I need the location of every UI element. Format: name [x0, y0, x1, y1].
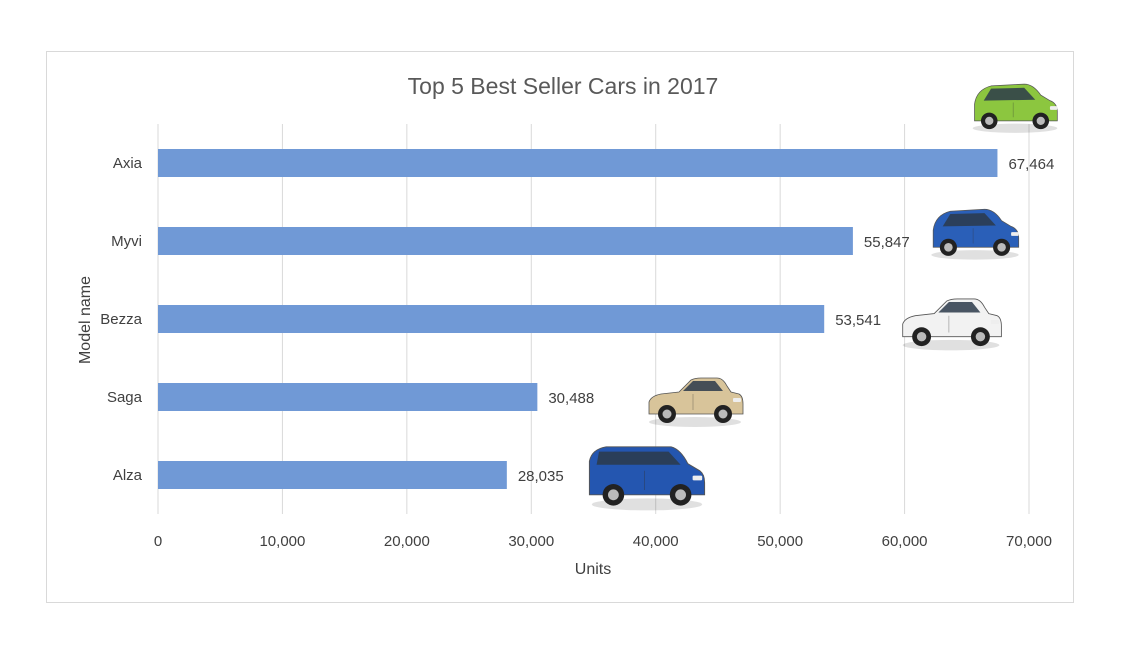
value-label: 67,464	[1008, 156, 1054, 173]
car-images	[588, 83, 1058, 511]
chart-frame: Top 5 Best Seller Cars in 2017 0 10,000 20…	[46, 51, 1074, 603]
bars	[158, 149, 998, 489]
y-axis-title: Model name	[77, 276, 94, 364]
x-tick-label: 50,000	[757, 533, 803, 550]
bar-saga	[158, 383, 538, 411]
x-tick-label: 60,000	[882, 533, 928, 550]
x-tick-label: 70,000	[1006, 533, 1052, 550]
x-tick-label: 20,000	[384, 533, 430, 550]
hatchback-car-icon	[931, 208, 1020, 260]
chart-title: Top 5 Best Seller Cars in 2017	[408, 73, 719, 99]
category-label: Alza	[113, 467, 143, 484]
sedan-car-icon	[648, 377, 744, 427]
x-axis-title: Units	[575, 561, 611, 578]
hatchback-car-icon	[972, 83, 1058, 133]
category-label: Myvi	[111, 233, 142, 250]
bar-axia	[158, 149, 998, 177]
x-tick-label: 30,000	[508, 533, 554, 550]
category-label: Saga	[107, 389, 143, 406]
category-label: Bezza	[100, 311, 142, 328]
bar-myvi	[158, 227, 853, 255]
sedan-car-icon	[902, 298, 1002, 351]
mpv-car-icon	[588, 446, 706, 511]
bar-chart: Top 5 Best Seller Cars in 2017 0 10,000 20…	[77, 73, 1058, 578]
value-label: 55,847	[864, 234, 910, 251]
labels: 0 10,000 20,000 30,000 40,000 50,000 60,000 70,…	[100, 155, 1054, 550]
value-label: 28,035	[518, 468, 564, 485]
bar-bezza	[158, 305, 825, 333]
category-label: Axia	[113, 155, 143, 172]
x-tick-label: 40,000	[633, 533, 679, 550]
x-tick-label: 0	[154, 533, 162, 550]
value-label: 53,541	[835, 312, 881, 329]
bar-alza	[158, 461, 507, 489]
x-tick-label: 10,000	[259, 533, 305, 550]
value-label: 30,488	[548, 390, 594, 407]
